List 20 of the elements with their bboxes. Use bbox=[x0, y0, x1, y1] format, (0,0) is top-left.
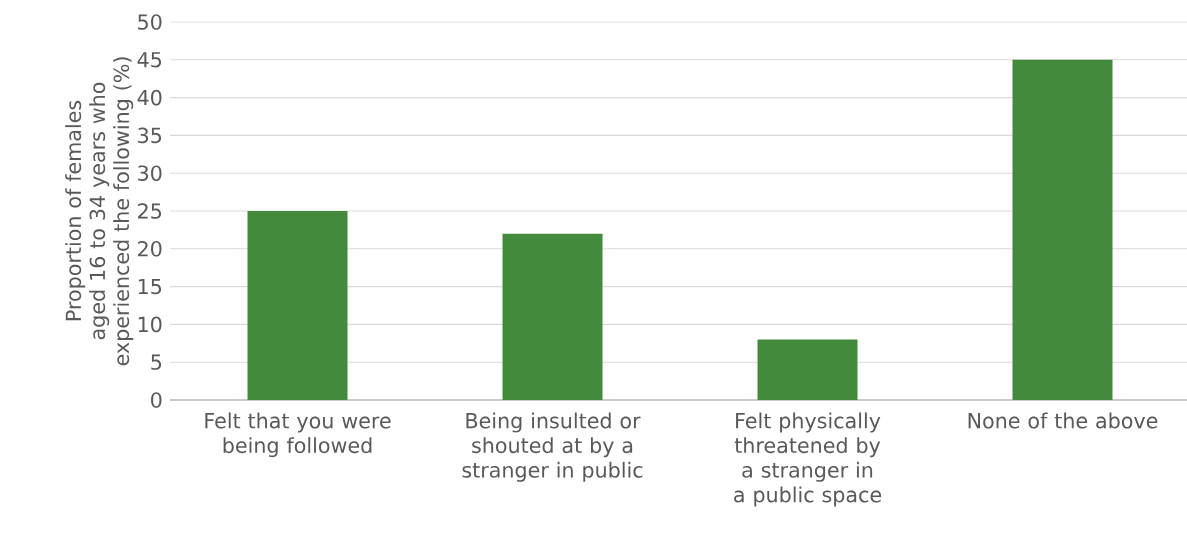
y-tick-label: 0 bbox=[151, 392, 162, 408]
bar bbox=[757, 339, 858, 400]
y-tick-label: 50 bbox=[138, 14, 162, 30]
x-tick-label: None of the above bbox=[968, 412, 1158, 429]
y-tick-label: 35 bbox=[138, 127, 162, 144]
y-axis-title: Proportion of females aged 16 to 34 years who experienced the following (%) bbox=[65, 57, 134, 366]
bar bbox=[1012, 59, 1113, 400]
y-tick-label: 25 bbox=[138, 203, 162, 219]
y-tick-label: 30 bbox=[138, 165, 162, 182]
y-tick-label: 5 bbox=[151, 354, 162, 370]
bar bbox=[502, 233, 603, 400]
x-tick-label: Felt physically threatened by a stranger in a public space bbox=[734, 412, 882, 507]
y-tick-label: 45 bbox=[137, 52, 162, 68]
y-tick-label: 10 bbox=[138, 316, 162, 333]
y-tick-label: 15 bbox=[138, 278, 162, 295]
x-tick-label: Felt that you were being followed bbox=[205, 412, 391, 458]
y-tick-label: 20 bbox=[138, 240, 162, 257]
bar bbox=[247, 210, 348, 400]
y-tick-label: 40 bbox=[137, 89, 162, 106]
x-tick-label: Being insulted or shouted at by a stranger in public bbox=[462, 412, 643, 482]
